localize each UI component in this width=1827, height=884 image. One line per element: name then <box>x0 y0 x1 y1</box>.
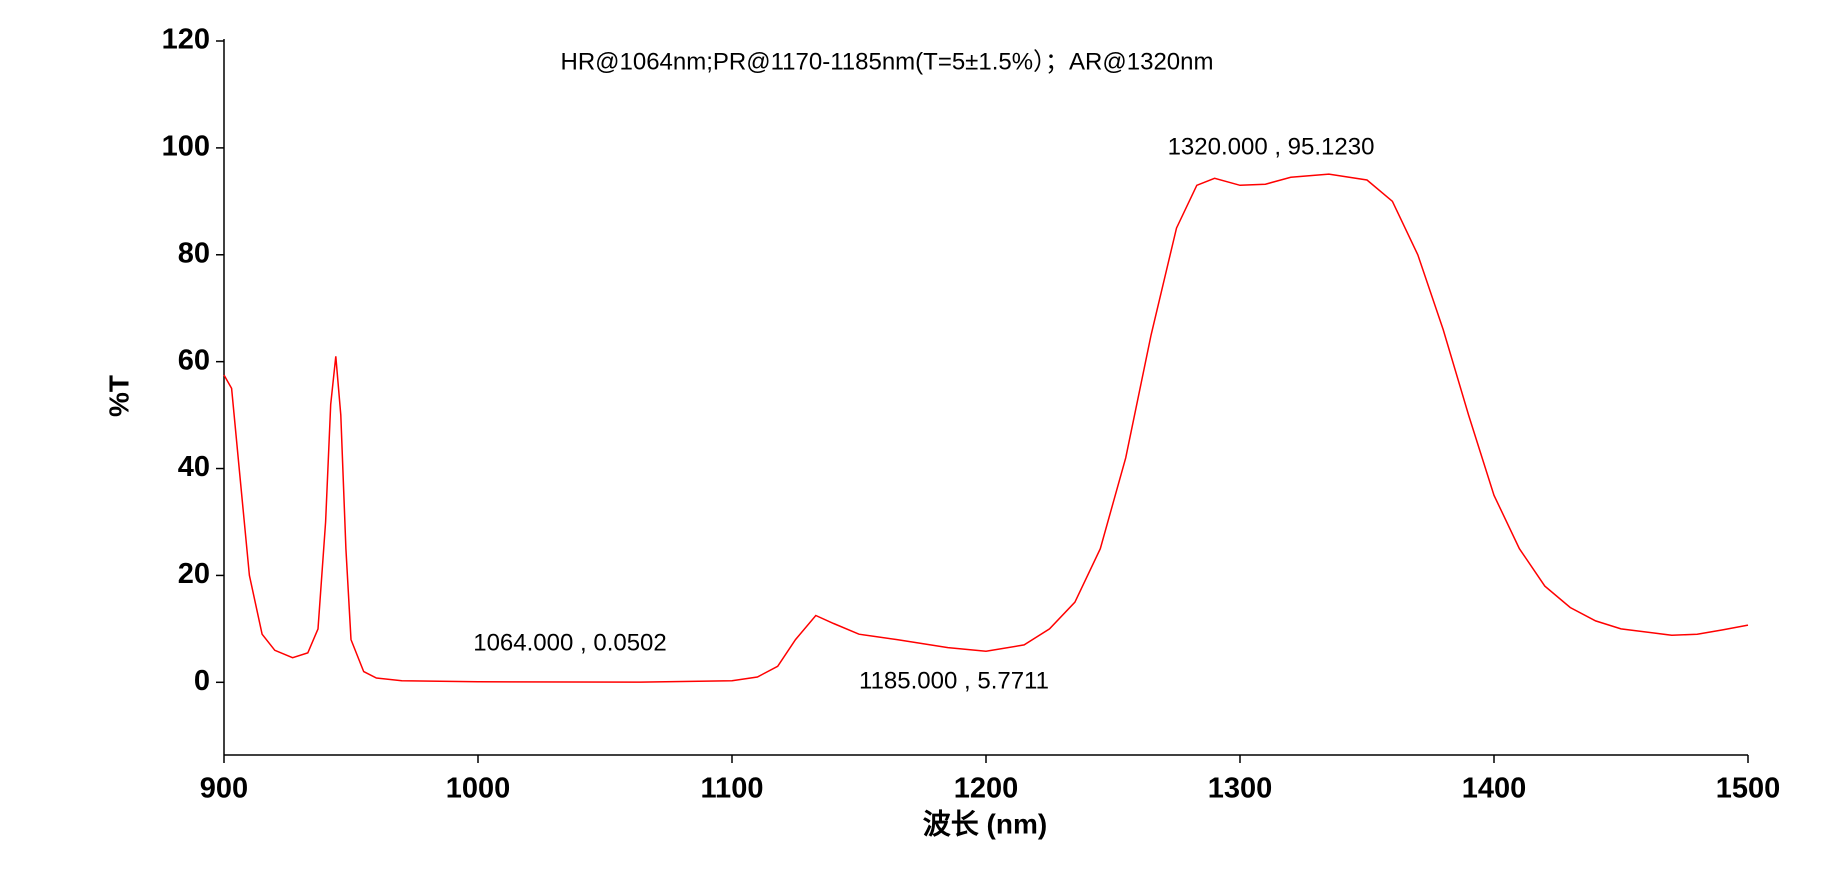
y-tick-label: 100 <box>162 131 210 163</box>
y-tick-label: 40 <box>178 451 210 483</box>
x-tick-label: 1400 <box>1462 773 1527 805</box>
x-tick-label: 1200 <box>954 773 1019 805</box>
x-tick-label: 1100 <box>701 773 764 805</box>
y-tick-label: 20 <box>178 558 210 590</box>
y-tick-label: 0 <box>194 665 210 697</box>
x-axis-label: 波长 (nm) <box>923 808 1047 839</box>
y-tick-label: 120 <box>162 24 210 56</box>
x-tick-label: 1300 <box>1208 773 1273 805</box>
y-axis-label: %T <box>103 375 134 417</box>
annotation: 1185.000 , 5.7711 <box>859 667 1049 694</box>
x-tick-label: 1000 <box>446 773 511 805</box>
x-tick-label: 1500 <box>1716 773 1781 805</box>
y-tick-label: 60 <box>178 344 210 376</box>
annotation: 1320.000 , 95.1230 <box>1168 133 1375 160</box>
chart-title: HR@1064nm;PR@1170-1185nm(T=5±1.5%）；AR@13… <box>560 48 1213 75</box>
line <box>223 173 1749 683</box>
annotation: 1064.000 , 0.0502 <box>473 629 667 656</box>
y-tick-label: 80 <box>178 237 210 269</box>
x-tick-label: 900 <box>200 773 248 805</box>
